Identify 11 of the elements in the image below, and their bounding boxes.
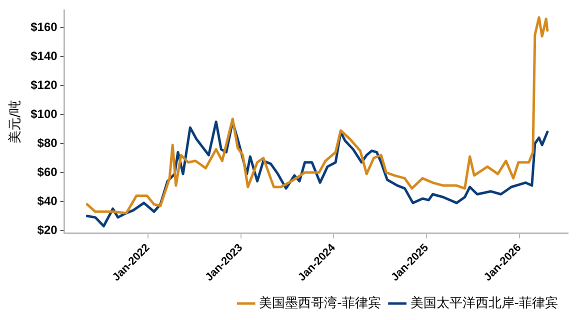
legend-label: 美国太平洋西北岸-菲律宾 xyxy=(410,294,558,311)
y-tick-label: $120 xyxy=(30,78,58,92)
y-tick-label: $20 xyxy=(37,222,58,237)
y-axis-title: 美元/吨 xyxy=(7,100,24,144)
legend-label: 美国墨西哥湾-菲律宾 xyxy=(259,294,381,311)
y-tick-label: $40 xyxy=(37,194,58,208)
y-tick-label: $80 xyxy=(37,136,58,150)
y-tick-label: $100 xyxy=(30,106,58,121)
y-tick-label: $60 xyxy=(37,164,58,179)
y-tick-label: $140 xyxy=(30,48,58,63)
y-tick-label: $160 xyxy=(30,20,58,34)
